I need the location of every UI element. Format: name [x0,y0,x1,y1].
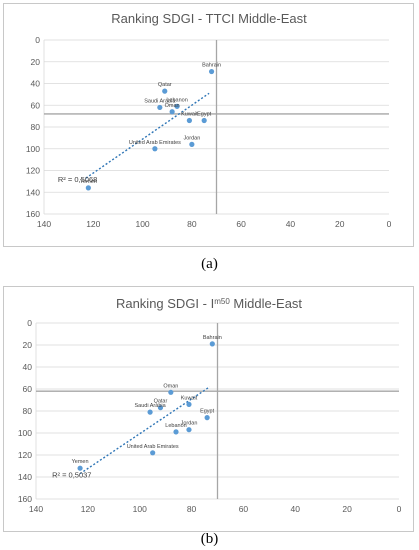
x-tick-label: 120 [81,504,95,514]
point-label: Kuwait [181,395,198,401]
data-point [208,68,215,75]
data-point [186,401,192,407]
data-point [204,415,210,421]
figure-caption-a: (a) [201,256,218,272]
data-point [189,141,195,147]
x-tick-label: 20 [335,219,345,229]
point-label: Egypt [197,111,212,117]
y-tick-label: 80 [31,122,41,132]
y-tick-label: 40 [23,362,33,372]
point-label: Yemen [72,459,89,465]
point-label: Oman [163,383,178,389]
x-tick-label: 140 [29,504,43,514]
data-point [168,389,174,395]
y-tick-label: 160 [18,494,32,504]
scatter-chart-b: Ranking SDGI - Im50 Middle-East 0 20 40 60 8… [3,286,414,532]
y-tick-label: 20 [23,340,33,350]
y-tick-label: 60 [23,384,33,394]
point-label: Saudi Arabia [134,403,166,409]
point-label: Egypt [200,409,215,415]
y-tick-label: 160 [26,209,40,219]
data-point [201,117,207,124]
x-tick-label: 120 [86,219,100,229]
x-tick-label: 100 [135,219,149,229]
trendline [85,92,210,179]
y-tick-label: 80 [23,406,33,416]
data-point [186,427,192,433]
data-point [186,117,192,124]
chart-title-a: Ranking SDGI - TTCI Middle-East [111,11,307,26]
data-point [150,450,156,456]
point-label: Saudi Arabia [144,98,176,104]
y-tick-label: 140 [18,472,32,482]
x-tick-label: 40 [286,219,296,229]
x-tick-label: 20 [342,504,352,514]
point-label: Jordan [181,421,198,427]
data-point [157,104,163,111]
point-label: Lebanon [166,97,187,103]
y-tick-label: 120 [26,166,40,176]
point-label: Jordan [183,135,200,141]
data-point [174,103,180,109]
point-label: Yemen [80,179,97,185]
data-point [157,405,164,411]
chart-title-b: Ranking SDGI - Im50 Middle-East [116,296,302,311]
x-tick-label: 100 [133,504,147,514]
scatter-chart-a: Ranking SDGI - TTCI Middle-East 0 20 40 60 8… [3,3,414,247]
x-tick-label: 80 [187,219,197,229]
point-label: Lebanon [165,423,186,429]
data-point [162,88,168,94]
point-label: Qatar [154,399,168,405]
r-squared-label: R² = 0,5068 [58,175,97,184]
data-point [173,429,179,435]
r-squared-label: R² = 0,5037 [52,471,91,480]
y-tick-label: 0 [27,318,32,328]
point-label: United Arab Emirates [129,140,181,146]
chart-frame-a [3,3,414,247]
y-tick-label: 60 [31,100,41,110]
data-point [147,409,153,415]
chart-frame-b [3,286,414,532]
point-label: Qatar [158,82,172,88]
x-tick-label: 140 [37,219,51,229]
x-tick-label: 60 [239,504,249,514]
y-tick-label: 140 [26,187,40,197]
point-label: Bahrain [202,63,221,69]
y-tick-label: 100 [18,428,32,438]
point-label: Bahrain [203,335,222,341]
y-tick-label: 40 [31,79,41,89]
y-tick-label: 20 [31,57,41,67]
data-point [152,146,158,152]
point-label: United Arab Emirates [127,444,179,450]
x-tick-label: 40 [291,504,301,514]
x-tick-label: 0 [387,219,392,229]
data-point [77,465,83,471]
x-tick-label: 80 [187,504,197,514]
chart-panel-a: Ranking SDGI - TTCI Middle-East 0 20 40 60 8… [0,0,419,252]
figure-caption-b: (b) [200,531,219,547]
x-tick-label: 0 [397,504,402,514]
y-tick-label: 0 [35,35,40,45]
point-label: Kuwait [181,111,198,117]
data-point [209,341,215,347]
y-tick-label: 100 [26,144,40,154]
data-point [85,185,91,191]
y-tick-label: 120 [18,450,32,460]
data-point [169,109,175,115]
point-label: Oman [165,103,180,109]
x-tick-label: 60 [236,219,246,229]
chart-panel-b: Ranking SDGI - Im50 Middle-East 0 20 40 60 8… [0,283,419,537]
